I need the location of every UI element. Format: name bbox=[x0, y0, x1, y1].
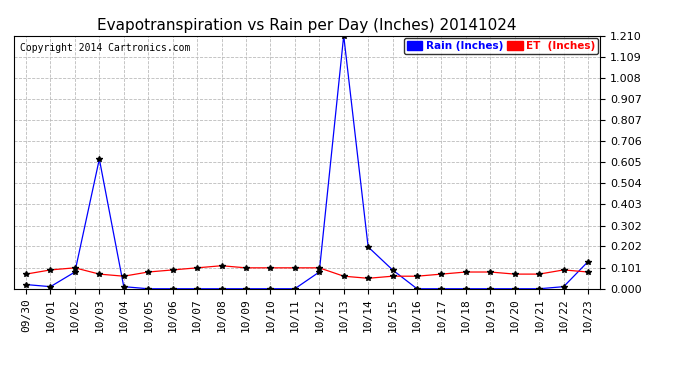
Legend: Rain (Inches), ET  (Inches): Rain (Inches), ET (Inches) bbox=[404, 38, 598, 54]
Title: Evapotranspiration vs Rain per Day (Inches) 20141024: Evapotranspiration vs Rain per Day (Inch… bbox=[97, 18, 517, 33]
Text: Copyright 2014 Cartronics.com: Copyright 2014 Cartronics.com bbox=[19, 43, 190, 53]
